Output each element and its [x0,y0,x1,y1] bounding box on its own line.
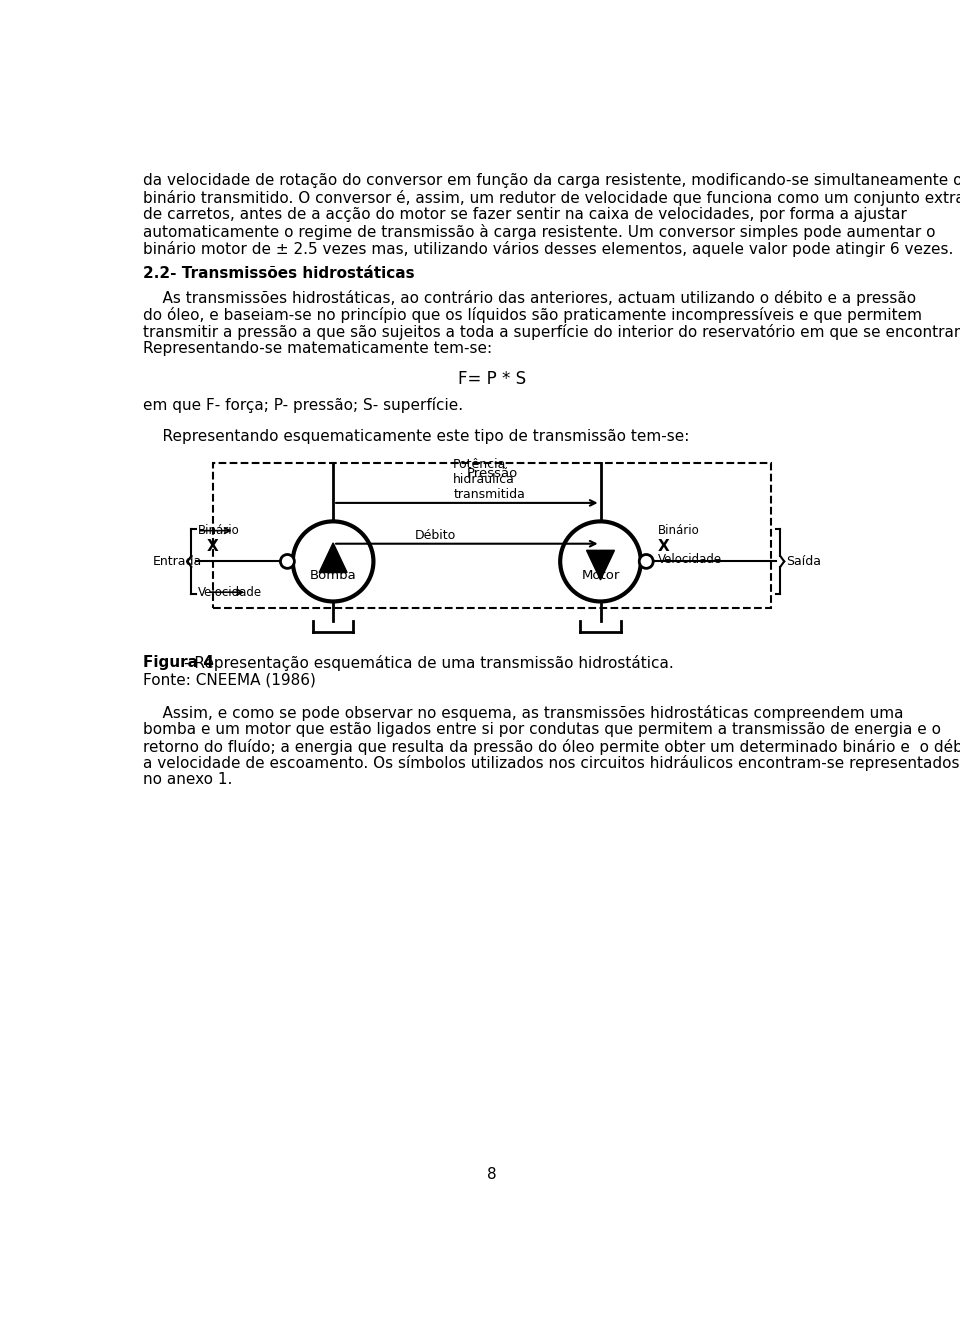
Text: Figura 4: Figura 4 [143,655,214,670]
Text: Motor: Motor [582,569,620,582]
Text: bomba e um motor que estão ligados entre si por condutas que permitem a transmis: bomba e um motor que estão ligados entre… [143,722,941,736]
Text: Representando-se matematicamente tem-se:: Representando-se matematicamente tem-se: [143,342,492,356]
Text: - Representação esquemática de uma transmissão hidrostática.: - Representação esquemática de uma trans… [183,655,673,671]
Text: 2.2- Transmissões hidrostáticas: 2.2- Transmissões hidrostáticas [143,266,415,280]
Text: Velocidade: Velocidade [658,553,722,566]
Text: F= P * S: F= P * S [458,371,526,388]
Ellipse shape [639,554,653,569]
Text: automaticamente o regime de transmissão à carga resistente. Um conversor simples: automaticamente o regime de transmissão … [143,225,936,241]
Ellipse shape [280,554,295,569]
Text: Entrada: Entrada [153,556,202,567]
Text: da velocidade de rotação do conversor em função da carga resistente, modificando: da velocidade de rotação do conversor em… [143,173,960,189]
Text: Fonte: CNEEMA (1986): Fonte: CNEEMA (1986) [143,672,316,687]
Text: X: X [658,538,670,553]
Text: de carretos, antes de a acção do motor se fazer sentir na caixa de velocidades, : de carretos, antes de a acção do motor s… [143,207,907,222]
Text: Saída: Saída [786,556,822,567]
Text: retorno do fluído; a energia que resulta da pressão do óleo permite obter um det: retorno do fluído; a energia que resulta… [143,739,960,755]
Text: binário motor de ± 2.5 vezes mas, utilizando vários desses elementos, aquele val: binário motor de ± 2.5 vezes mas, utiliz… [143,241,953,256]
Text: Pressão: Pressão [467,468,517,481]
Text: Potência
hidráulica
transmitida: Potência hidráulica transmitida [453,459,525,501]
Polygon shape [319,544,348,573]
Text: As transmissões hidrostáticas, ao contrário das anteriores, actuam utilizando o : As transmissões hidrostáticas, ao contrá… [143,290,917,307]
Text: em que F- força; P- pressão; S- superfície.: em que F- força; P- pressão; S- superfíc… [143,396,464,412]
Bar [213,462,771,607]
Text: transmitir a pressão a que são sujeitos a toda a superfície do interior do reser: transmitir a pressão a que são sujeitos … [143,324,960,340]
Text: no anexo 1.: no anexo 1. [143,772,232,787]
Text: 8: 8 [487,1167,497,1181]
Ellipse shape [293,521,373,602]
Text: Débito: Débito [415,529,456,542]
Text: X: X [206,538,219,553]
Polygon shape [587,550,614,579]
Text: binário transmitido. O conversor é, assim, um redutor de velocidade que funciona: binário transmitido. O conversor é, assi… [143,190,960,206]
Text: a velocidade de escoamento. Os símbolos utilizados nos circuitos hidráulicos enc: a velocidade de escoamento. Os símbolos … [143,755,960,771]
Text: Representando esquematicamente este tipo de transmissão tem-se:: Representando esquematicamente este tipo… [143,429,689,444]
Text: Bomba: Bomba [310,569,356,582]
Ellipse shape [561,521,641,602]
Text: Binário: Binário [198,524,239,537]
Text: do óleo, e baseiam-se no princípio que os líquidos são praticamente incompressív: do óleo, e baseiam-se no princípio que o… [143,307,923,323]
Text: Velocidade: Velocidade [198,586,262,599]
Text: Binário: Binário [658,524,700,537]
Text: Assim, e como se pode observar no esquema, as transmissões hidrostáticas compree: Assim, e como se pode observar no esquem… [143,704,903,720]
